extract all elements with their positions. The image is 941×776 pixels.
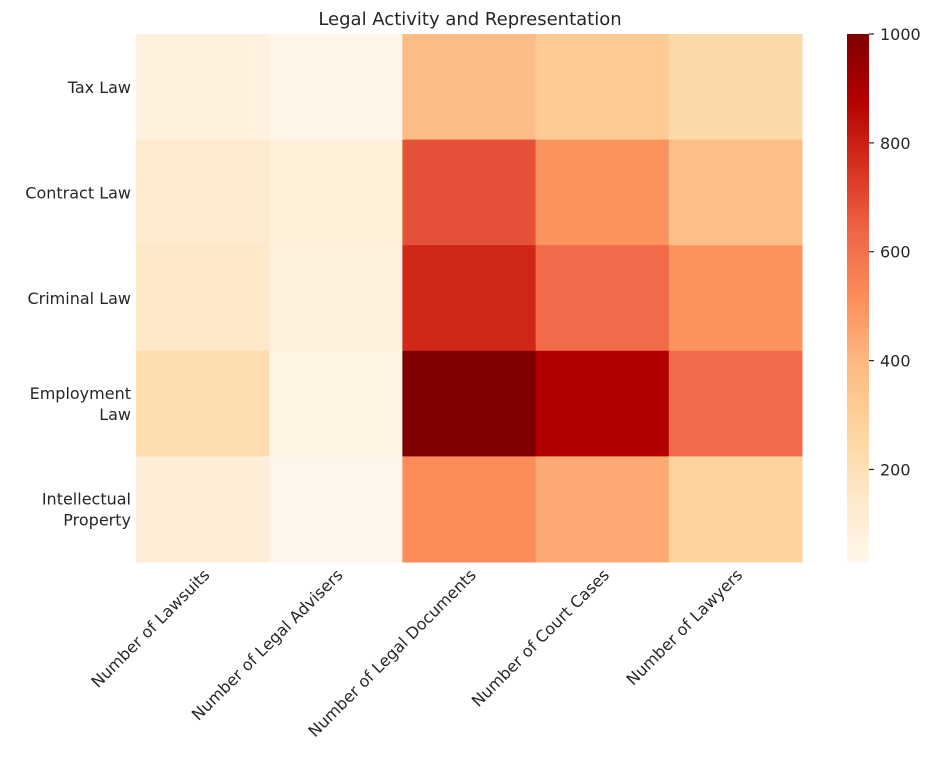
heatmap-cell — [136, 139, 270, 246]
heatmap-cell — [668, 245, 803, 352]
column-label: Number of Lawyers — [623, 565, 747, 689]
heatmap-cell — [668, 34, 803, 141]
heatmap-cell — [402, 350, 537, 457]
colorbar-ticks: 200 400 600 800 1000 — [869, 25, 921, 479]
heatmap-cell — [136, 456, 270, 563]
heatmap-cell — [269, 456, 403, 563]
heatmap-cell — [668, 139, 803, 246]
heatmap-cell — [402, 245, 537, 352]
column-label: Number of Lawsuits — [87, 565, 213, 691]
row-label: Criminal Law — [27, 289, 131, 308]
heatmap-cell — [136, 245, 270, 352]
row-label: Employment Law — [30, 384, 131, 424]
row-label: Contract Law — [25, 183, 131, 202]
heatmap-cell — [668, 456, 803, 563]
row-labels: Tax Law Contract Law Criminal Law Employmen… — [25, 78, 131, 530]
column-label: Number of Legal Advisers — [188, 565, 347, 724]
heatmap-cell — [535, 139, 670, 246]
colorbar-tick-label: 200 — [880, 460, 911, 479]
heatmap-cell — [136, 350, 270, 457]
heatmap-cell — [402, 456, 537, 563]
heatmap-cell — [535, 245, 670, 352]
heatmap-cell — [136, 34, 270, 141]
colorbar-tick-label: 800 — [880, 134, 911, 153]
heatmap-cell — [269, 245, 403, 352]
heatmap-cell — [402, 139, 537, 246]
heatmap-cell — [269, 139, 403, 246]
heatmap-cell — [269, 350, 403, 457]
column-label: Number of Court Cases — [468, 565, 613, 710]
heatmap-cell — [535, 456, 670, 563]
heatmap-cell — [668, 350, 803, 457]
heatmap-cell — [269, 34, 403, 141]
heatmap-cell — [535, 34, 670, 141]
colorbar-tick-label: 400 — [880, 352, 911, 371]
row-label: Intellectual Property — [42, 490, 131, 530]
chart-title: Legal Activity and Representation — [318, 9, 621, 30]
colorbar-tick-label: 600 — [880, 243, 911, 262]
colorbar — [847, 34, 869, 562]
heatmap-cell — [535, 350, 670, 457]
row-label: Tax Law — [67, 78, 131, 97]
colorbar-tick-label: 1000 — [880, 25, 921, 44]
heatmap-cells — [136, 34, 803, 563]
heatmap-cell — [402, 34, 537, 141]
